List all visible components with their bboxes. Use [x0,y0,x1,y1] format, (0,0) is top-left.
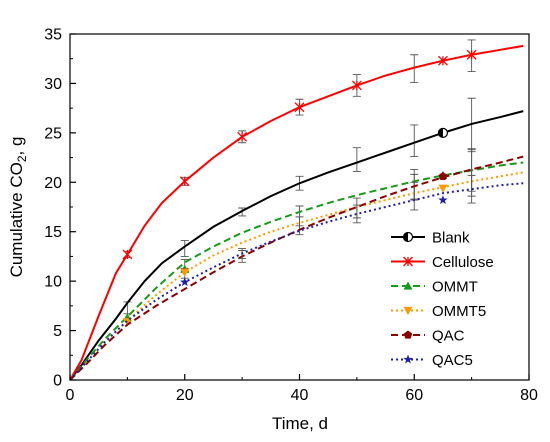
data-point-qac-0 [438,171,448,180]
x-tick-label-40: 40 [291,387,309,404]
series-line-qac [69,155,524,381]
legend-label-cellulose: Cellulose [432,254,494,271]
data-point-cellulose-3 [294,102,305,113]
legend-item-qac5: QAC5 [391,352,473,369]
series-ommt5 [69,171,524,381]
legend-marker-blank [402,231,414,243]
legend-marker-qac [403,330,413,339]
data-point-cellulose-6 [466,49,477,60]
series-cellulose [69,39,524,381]
y-axis-title-tail: , g [7,137,26,156]
y-tick-label-15: 15 [44,224,62,241]
legend: Blank Cellulose OMMT OMMT5 QAC QAC5 [391,230,494,369]
data-point-cellulose-2 [237,131,248,142]
legend-item-cellulose: Cellulose [391,254,494,271]
y-tick-label-10: 10 [44,274,62,291]
y-axis-title-subscript: 2 [15,155,29,162]
legend-marker-qac5 [403,354,413,364]
x-tick-label-20: 20 [176,387,194,404]
data-point-ommt5-2 [438,184,448,193]
legend-marker-cellulose [403,256,413,267]
series-line-ommt [69,161,524,381]
data-point-ommt5-1 [180,268,190,277]
data-point-cellulose-4 [351,80,362,91]
data-point-cellulose-5 [437,55,448,66]
y-tick-label-35: 35 [44,27,62,44]
y-tick-label-5: 5 [53,323,62,340]
y-tick-label-20: 20 [44,175,62,192]
data-point-blank-0 [437,127,449,138]
legend-item-blank: Blank [391,230,470,247]
data-point-cellulose-1 [179,176,190,187]
data-point-qac5-0 [180,277,190,287]
data-point-ommt5-0 [122,318,132,327]
series-line-cellulose [69,44,524,381]
error-bar-blank-5 [410,124,419,158]
legend-label-blank: Blank [432,230,470,247]
series-qac5 [69,174,524,381]
legend-item-qac: QAC [391,328,465,345]
y-axis-title: Cumulative CO2, g [7,137,29,278]
error-bar-blank-4 [352,147,361,172]
series-blank [69,97,524,381]
series-line-ommt5 [69,171,524,381]
x-axis-title: Time, d [272,414,328,433]
x-tick-label-60: 60 [405,387,423,404]
legend-label-qac: QAC [432,328,465,345]
data-point-qac5-1 [438,195,448,205]
y-axis-title-main: Cumulative CO [7,162,26,277]
y-tick-label-30: 30 [44,76,62,93]
x-tick-label-80: 80 [520,387,538,404]
legend-label-qac5: QAC5 [432,352,473,369]
data-point-cellulose-0 [122,249,133,260]
legend-item-ommt5: OMMT5 [391,303,486,320]
axis-layer: 0 20 40 60 80 0 5 10 15 20 25 30 35 [44,27,538,405]
error-bar-qac5-2 [467,174,476,204]
legend-item-ommt: OMMT [391,279,478,296]
legend-marker-ommt5 [403,306,413,315]
y-tick-label-0: 0 [53,373,62,390]
legend-label-ommt5: OMMT5 [432,303,486,320]
y-tick-label-25: 25 [44,125,62,142]
plot-layer [69,39,524,381]
legend-label-ommt: OMMT [432,279,478,296]
x-tick-label-0: 0 [66,387,75,404]
legend-marker-ommt [403,281,413,290]
series-line-qac5 [69,182,524,381]
error-bar-ommt5-1 [295,216,304,236]
error-bar-blank-1 [180,240,189,257]
error-bar-qac5-1 [352,204,361,224]
